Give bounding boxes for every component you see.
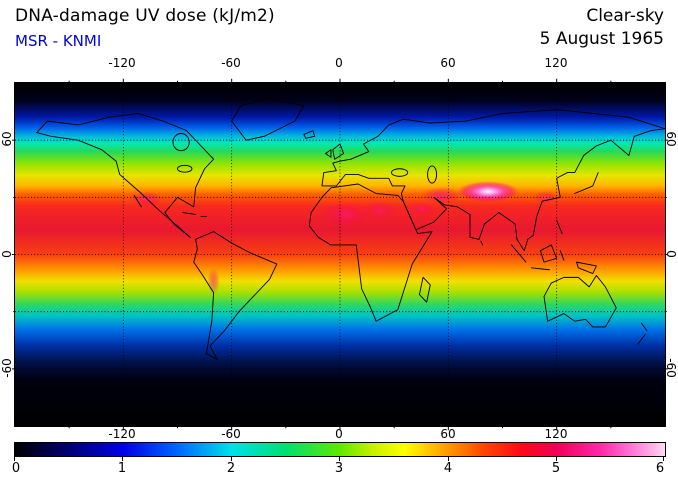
coast-australia (544, 275, 616, 326)
black-sea (391, 169, 407, 177)
grid-lines (15, 83, 665, 426)
great-lakes (178, 165, 192, 172)
map-frame (11, 78, 669, 431)
colorbar (14, 442, 666, 457)
lat-tick-label: 60 (0, 131, 14, 147)
lon-tick-label: -60 (221, 56, 241, 70)
colorbar-tick (231, 457, 232, 461)
colorbar-tick (448, 457, 449, 461)
colorbar-gradient (15, 443, 665, 456)
colorbar-tick (339, 457, 340, 461)
axis-ticks (11, 78, 669, 431)
colorbar-tick-label: 0 (11, 461, 21, 476)
lat-tick-label: -60 (0, 358, 14, 378)
lat-tick-label: 60 (664, 131, 678, 147)
colorbar-tick-label: 4 (443, 461, 453, 476)
lat-tick-label: 0 (0, 250, 14, 258)
lon-tick-label: 0 (335, 427, 343, 441)
lon-tick-label: -60 (221, 427, 241, 441)
hotspot-east-china (533, 190, 559, 205)
coast-south-america (194, 232, 277, 360)
source-label: MSR - KNMI (15, 32, 102, 50)
hotspot-middle-east (421, 186, 461, 205)
colorbar-tick (663, 457, 664, 461)
hotspot-arabia (406, 201, 436, 217)
coast-new-zealand (638, 323, 647, 344)
colorbar-tick-label: 2 (226, 461, 236, 476)
lon-tick-label: 60 (440, 427, 456, 441)
colorbar-tick (556, 457, 557, 461)
colorbar-tick-label: 1 (117, 461, 127, 476)
lon-tick-label: -120 (108, 427, 136, 441)
coast-greenland (232, 98, 304, 140)
sky-condition-label: Clear-sky (586, 6, 664, 26)
colorbar-tick (14, 457, 15, 461)
hotspot-andes (207, 267, 220, 295)
colorbar-tick (122, 457, 123, 461)
coast-southeast-asia-islands (512, 220, 597, 273)
coast-japan (575, 173, 598, 194)
coastlines (37, 98, 665, 359)
hotspot-tibet (457, 181, 519, 203)
colorbar-tick-label: 3 (334, 461, 344, 476)
colorbar-tick-label: 5 (551, 461, 561, 476)
coast-iceland (304, 131, 315, 139)
figure-title: DNA-damage UV dose (kJ/m2) (15, 6, 275, 26)
lon-tick-label: 120 (544, 427, 568, 441)
caspian-sea (428, 166, 437, 183)
coast-madagascar (419, 277, 430, 302)
world-map (11, 78, 669, 431)
hudson-bay (173, 133, 189, 150)
lon-tick-label: 120 (544, 56, 568, 70)
coast-north-america (37, 113, 214, 237)
coast-caribbean (134, 195, 482, 245)
colorbar-tick-label: 6 (655, 461, 665, 476)
coast-africa (309, 184, 432, 321)
lon-tick-label: 60 (440, 56, 456, 70)
lat-tick-label: -60 (664, 358, 678, 378)
lon-tick-label: 0 (335, 56, 343, 70)
hotspot-sahara-east (361, 199, 398, 223)
hotspot-sahara-west (320, 201, 371, 228)
coast-eurasia (322, 110, 665, 251)
uv-hotspots (130, 181, 559, 295)
date-label: 5 August 1965 (539, 29, 664, 49)
lon-tick-label: -120 (108, 56, 136, 70)
coast-british-isles (326, 144, 344, 159)
